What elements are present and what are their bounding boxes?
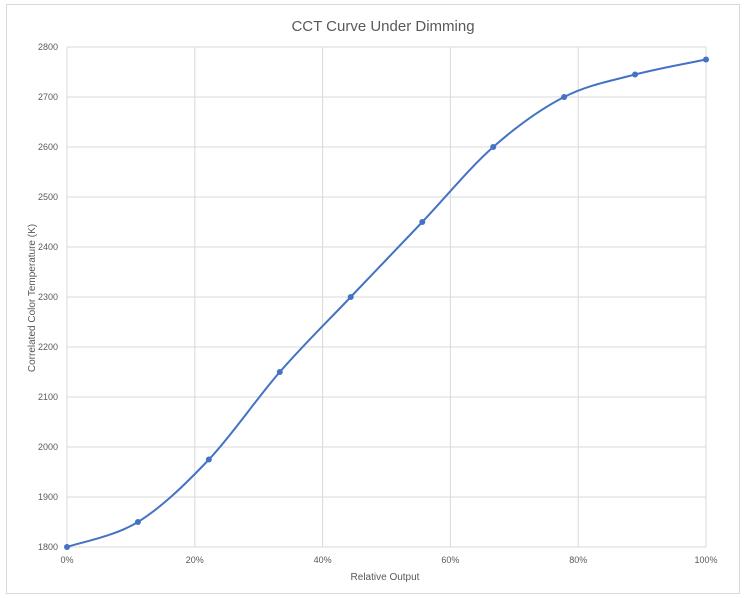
y-tick-label: 2600: [38, 142, 58, 152]
y-tick-label: 2200: [38, 342, 58, 352]
data-point: [632, 71, 639, 78]
data-point: [205, 456, 212, 463]
series-line: [66, 58, 707, 548]
x-tick-label: 20%: [186, 555, 204, 565]
y-tick-label: 2400: [38, 242, 58, 252]
x-tick-label: 80%: [569, 555, 587, 565]
y-tick-label: 2100: [38, 392, 58, 402]
chart-title: CCT Curve Under Dimming: [291, 18, 474, 35]
y-tick-label: 2500: [38, 192, 58, 202]
y-tick-label: 2000: [38, 442, 58, 452]
data-point: [703, 56, 709, 63]
y-tick-label: 2300: [38, 292, 58, 302]
y-tick-label: 2700: [38, 92, 58, 102]
gridlines: [66, 46, 707, 548]
data-point: [561, 94, 568, 100]
y-tick-label: 1800: [38, 542, 58, 552]
x-tick-label: 60%: [441, 555, 459, 565]
y-axis-ticks: 1800 1900 2000 2100 2200 2300 2400 2500 2600 2700…: [38, 42, 58, 552]
data-point: [134, 519, 141, 525]
x-axis-ticks: 0% 20% 40% 60% 80% 100%: [60, 555, 717, 565]
y-tick-label: 2800: [38, 42, 58, 52]
data-points: [64, 56, 709, 550]
data-point: [490, 144, 497, 150]
y-axis-label: Correlated Color Temperature (K): [27, 224, 38, 372]
chart-area: [6, 4, 740, 594]
x-tick-label: 0%: [60, 555, 73, 565]
y-tick-label: 1900: [38, 492, 58, 502]
x-tick-label: 40%: [314, 555, 332, 565]
x-tick-label: 100%: [694, 555, 717, 565]
data-point: [64, 544, 70, 550]
x-axis-label: Relative Output: [351, 572, 420, 583]
data-point: [347, 294, 354, 300]
data-point: [276, 369, 283, 375]
data-point: [419, 219, 426, 225]
